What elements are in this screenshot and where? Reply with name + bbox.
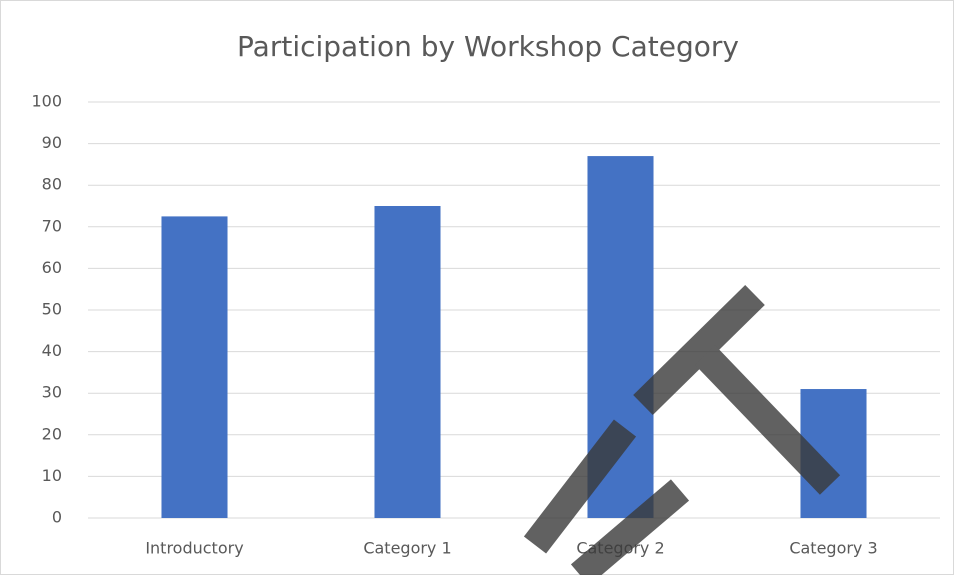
watermark-stroke	[570, 479, 690, 575]
x-tick-label: Introductory	[145, 539, 243, 558]
watermark	[523, 285, 841, 575]
watermark-stroke	[523, 419, 637, 554]
x-tick-label: Category 1	[363, 539, 451, 558]
y-tick-label: 20	[42, 424, 62, 443]
y-tick-label: 0	[52, 508, 62, 527]
chart-title: Participation by Workshop Category	[237, 30, 739, 63]
bar	[161, 216, 228, 518]
y-tick-label: 50	[42, 300, 62, 319]
y-tick-label: 30	[42, 383, 62, 402]
y-tick-label: 10	[42, 466, 62, 485]
y-tick-label: 40	[42, 341, 62, 360]
bar	[374, 206, 441, 518]
y-tick-label: 70	[42, 216, 62, 235]
y-tick-label: 100	[31, 92, 62, 111]
watermark-stroke	[694, 345, 841, 495]
y-tick-label: 80	[42, 175, 62, 194]
watermark-stroke	[633, 285, 765, 415]
y-tick-label: 90	[42, 133, 62, 152]
x-tick-label: Category 3	[789, 539, 877, 558]
y-tick-label: 60	[42, 258, 62, 277]
